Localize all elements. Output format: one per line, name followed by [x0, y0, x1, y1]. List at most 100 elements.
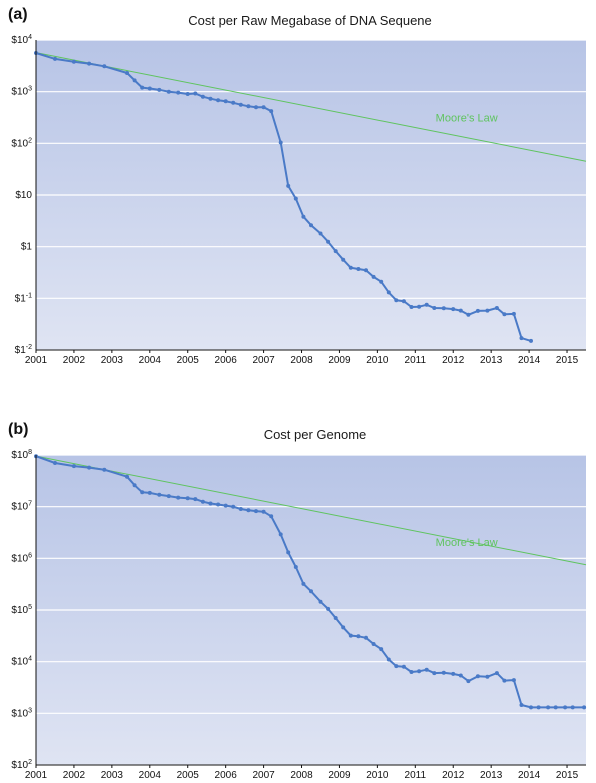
data-point: [441, 306, 446, 311]
data-point: [417, 304, 422, 309]
y-tick-label: $106: [11, 552, 32, 564]
data-point: [166, 494, 171, 499]
y-tick-label: $103: [11, 86, 32, 98]
data-point: [485, 674, 490, 679]
y-tick-label: $102: [11, 759, 32, 771]
data-point: [193, 497, 198, 502]
data-point: [466, 679, 471, 684]
x-axis-a: 2001 2002 2003 2004 2005 2006 2007 2008 2009 2010…: [25, 349, 586, 366]
data-point: [238, 507, 243, 511]
chart-title-b: Cost per Genome: [264, 427, 367, 442]
data-point: [208, 96, 213, 101]
y-tick-label: $108: [11, 449, 32, 461]
data-point: [231, 504, 236, 509]
data-point: [71, 59, 76, 64]
data-point: [132, 78, 137, 83]
x-tick-label: 2012: [442, 770, 465, 781]
data-point: [364, 635, 368, 640]
data-point: [318, 231, 323, 236]
moores-law-a: Moore's Law: [35, 52, 587, 162]
data-point: [502, 678, 507, 683]
data-point: [147, 490, 152, 495]
data-point: [125, 474, 129, 479]
data-point: [379, 647, 384, 652]
x-tick-label: 2005: [177, 355, 200, 366]
x-tick-label: 2010: [366, 770, 389, 781]
data-point: [348, 265, 353, 270]
data-point: [87, 465, 92, 470]
data-point: [261, 105, 266, 110]
y-tick-label: $104: [11, 34, 32, 46]
y-tick-label: $10: [15, 190, 32, 201]
data-point: [432, 306, 437, 310]
data-point: [200, 499, 205, 504]
data-point: [502, 312, 507, 317]
data-point: [563, 705, 568, 710]
data-point: [409, 670, 414, 674]
data-point: [326, 239, 331, 244]
data-point: [356, 634, 361, 639]
x-tick-label: 2006: [215, 770, 238, 781]
x-tick-label: 2015: [556, 355, 579, 366]
moores-law-line: [35, 52, 587, 162]
x-tick-label: 2002: [63, 770, 86, 781]
data-point: [424, 667, 429, 672]
data-point: [348, 633, 353, 638]
data-point: [200, 94, 205, 99]
panel-label-a: (a): [8, 6, 28, 23]
x-tick-label: 2011: [405, 770, 427, 781]
data-point: [424, 302, 429, 307]
data-point: [341, 257, 346, 262]
data-point: [246, 508, 251, 513]
x-tick-label: 2015: [556, 770, 579, 781]
data-point: [536, 705, 541, 710]
data-point: [432, 671, 437, 676]
x-tick-label: 2014: [518, 770, 541, 781]
data-point: [318, 599, 323, 604]
data-point: [140, 85, 145, 90]
y-axis-a: $1-2 $1-1 $1 $10 $102 $103 $104: [11, 34, 37, 356]
data-point: [147, 86, 152, 91]
data-point: [553, 705, 558, 710]
data-point: [401, 299, 406, 304]
x-tick-label: 2008: [290, 770, 313, 781]
data-point: [102, 467, 107, 472]
data-point: [176, 90, 181, 95]
moores-law-label: Moore's Law: [436, 113, 498, 125]
data-point: [157, 87, 162, 92]
data-point: [125, 71, 129, 75]
data-point: [409, 305, 414, 309]
data-point: [394, 664, 399, 669]
data-point: [87, 61, 92, 66]
data-point: [301, 581, 306, 586]
data-point: [570, 705, 575, 710]
data-point: [386, 290, 391, 295]
data-point: [254, 105, 258, 110]
x-tick-label: 2013: [480, 770, 503, 781]
y-tick-label: $105: [11, 604, 32, 616]
data-point: [223, 99, 228, 104]
data-point: [326, 606, 331, 611]
moores-law-label: Moore's Law: [436, 537, 498, 549]
data-point: [286, 550, 291, 555]
data-point: [278, 532, 283, 537]
data-point: [529, 338, 533, 343]
data-point: [475, 674, 480, 679]
x-tick-label: 2007: [252, 770, 275, 781]
data-point: [246, 104, 251, 109]
x-tick-label: 2004: [139, 770, 162, 781]
data-point: [185, 92, 190, 96]
y-axis-b: $102 $103 $104 $105 $106 $107 $108: [11, 449, 37, 771]
data-point: [269, 514, 274, 519]
moores-law-line: [35, 455, 587, 566]
y-tick-label: $104: [11, 656, 32, 668]
data-point: [417, 669, 422, 674]
data-point: [231, 100, 236, 105]
data-point: [371, 642, 376, 646]
data-point: [458, 673, 463, 678]
data-point: [293, 196, 298, 201]
data-point: [519, 703, 524, 707]
data-point: [341, 625, 346, 630]
x-tick-label: 2003: [101, 355, 124, 366]
